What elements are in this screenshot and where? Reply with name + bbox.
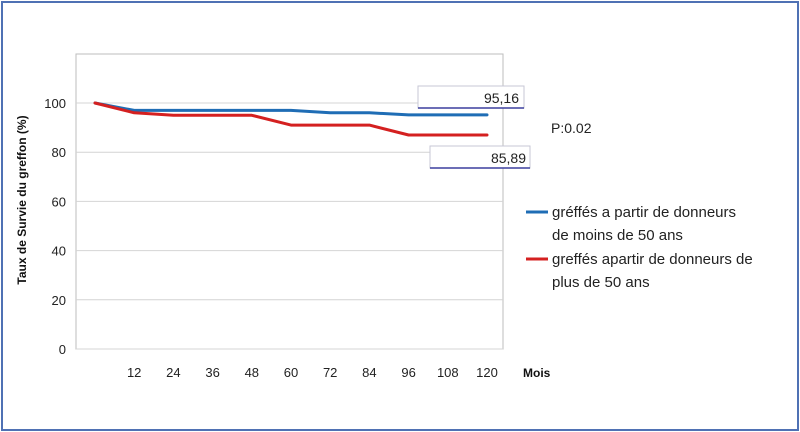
legend-label-under-50-line2: de moins de 50 ans (552, 227, 683, 244)
callout-95-16-text: 95,16 (484, 90, 519, 106)
x-tick-label-12: 12 (127, 365, 141, 380)
y-axis-label: Taux de Survie du greffon (%) (15, 115, 29, 284)
p-value: P:0.02 (551, 120, 592, 136)
x-axis-label: Mois (523, 366, 551, 380)
legend-label-over-50-line1: greffés apartir de donneurs de (552, 251, 753, 268)
y-tick-label-0: 0 (59, 342, 66, 357)
x-tick-label-72: 72 (323, 365, 337, 380)
series-line-0 (93, 101, 489, 117)
x-tick-label-108: 108 (437, 365, 459, 380)
series-line-1 (93, 101, 489, 137)
y-tick-labels: 0 20 40 60 80 100 (44, 96, 66, 357)
callout-85-89-text: 85,89 (491, 150, 526, 166)
x-tick-label-96: 96 (401, 365, 415, 380)
y-tick-label-80: 80 (52, 145, 66, 160)
y-tick-label-40: 40 (52, 244, 66, 259)
series-lines (93, 101, 489, 137)
legend: gréffés a partir de donneurs de moins de… (526, 204, 753, 291)
callout-95-16: 95,16 (417, 85, 525, 109)
callout-85-89: 85,89 (429, 145, 531, 169)
y-tick-label-20: 20 (52, 293, 66, 308)
legend-label-under-50-line1: gréffés a partir de donneurs (552, 204, 736, 221)
x-tick-label-36: 36 (205, 365, 219, 380)
x-tick-label-60: 60 (284, 365, 298, 380)
x-tick-label-24: 24 (166, 365, 180, 380)
x-tick-label-48: 48 (245, 365, 259, 380)
legend-label-over-50-line2: plus de 50 ans (552, 274, 650, 291)
x-tick-labels: 12 24 36 48 60 72 84 96 108 120 (127, 365, 498, 380)
y-tick-label-100: 100 (44, 96, 66, 111)
y-tick-label-60: 60 (52, 194, 66, 209)
x-tick-label-84: 84 (362, 365, 376, 380)
x-tick-label-120: 120 (476, 365, 498, 380)
